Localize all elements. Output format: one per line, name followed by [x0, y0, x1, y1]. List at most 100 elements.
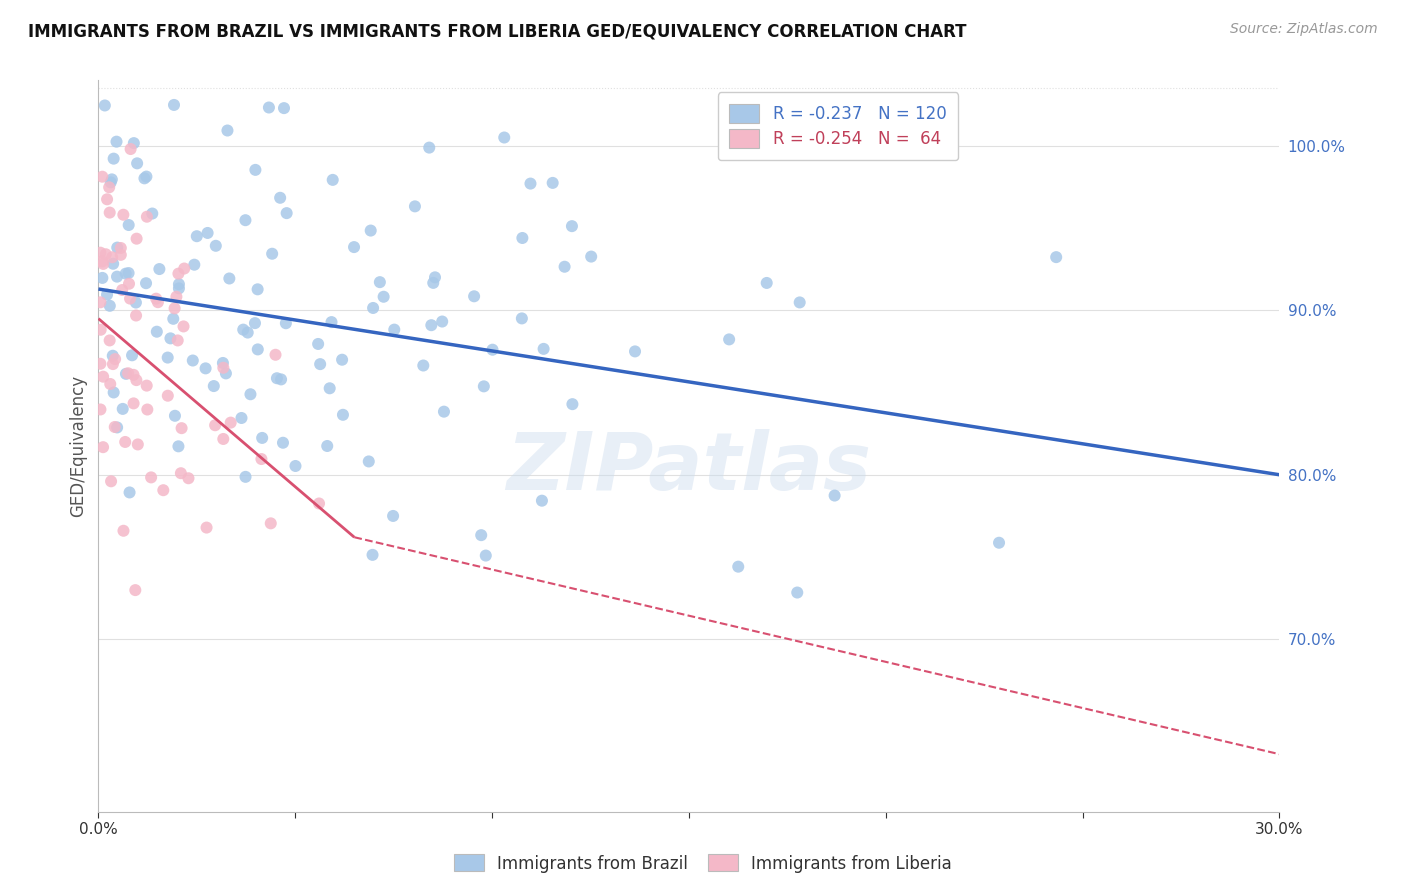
Point	[125, 309, 148, 323]
Point	[114, 434, 136, 449]
Point	[98, 180, 121, 194]
Point	[204, 239, 226, 253]
Point	[122, 396, 145, 410]
Point	[218, 271, 240, 285]
Point	[360, 223, 382, 237]
Point	[235, 470, 257, 484]
Point	[177, 471, 200, 485]
Point	[195, 520, 218, 534]
Point	[212, 356, 235, 370]
Point	[89, 295, 111, 310]
Point	[91, 440, 114, 454]
Point	[561, 219, 583, 234]
Point	[89, 245, 111, 260]
Point	[135, 210, 157, 224]
Point	[789, 295, 811, 310]
Point	[166, 334, 188, 348]
Point	[159, 331, 181, 345]
Point	[382, 508, 405, 523]
Point	[433, 404, 456, 418]
Point	[186, 229, 208, 244]
Point	[122, 136, 145, 150]
Point	[316, 439, 339, 453]
Point	[321, 315, 343, 329]
Point	[246, 282, 269, 296]
Point	[135, 276, 157, 290]
Point	[475, 549, 498, 563]
Point	[101, 257, 124, 271]
Point	[262, 246, 284, 260]
Point	[91, 369, 114, 384]
Point	[239, 387, 262, 401]
Point	[98, 299, 121, 313]
Point	[167, 281, 190, 295]
Point	[89, 402, 111, 417]
Point	[105, 135, 128, 149]
Point	[103, 152, 125, 166]
Point	[470, 528, 492, 542]
Point	[270, 372, 292, 386]
Point	[112, 524, 135, 538]
Point	[533, 342, 555, 356]
Point	[727, 559, 749, 574]
Point	[988, 535, 1011, 549]
Point	[530, 493, 553, 508]
Point	[146, 325, 169, 339]
Point	[236, 326, 259, 340]
Text: ZIPatlas: ZIPatlas	[506, 429, 872, 507]
Point	[110, 241, 132, 255]
Point	[104, 420, 127, 434]
Point	[120, 142, 142, 156]
Point	[152, 483, 174, 498]
Point	[100, 475, 122, 489]
Point	[1045, 250, 1067, 264]
Point	[481, 343, 503, 357]
Point	[510, 311, 533, 326]
Point	[554, 260, 576, 274]
Point	[127, 156, 149, 170]
Point	[579, 250, 602, 264]
Point	[139, 470, 162, 484]
Point	[91, 271, 114, 285]
Point	[561, 397, 583, 411]
Point	[127, 437, 149, 451]
Point	[145, 292, 167, 306]
Point	[269, 191, 291, 205]
Point	[90, 323, 112, 337]
Point	[382, 323, 405, 337]
Point	[472, 379, 495, 393]
Point	[118, 292, 141, 306]
Point	[170, 467, 193, 481]
Point	[373, 290, 395, 304]
Point	[284, 458, 307, 473]
Point	[418, 140, 440, 154]
Point	[98, 376, 121, 391]
Point	[519, 177, 541, 191]
Point	[167, 439, 190, 453]
Point	[101, 357, 124, 371]
Point	[94, 98, 117, 112]
Point	[232, 323, 254, 337]
Point	[117, 266, 139, 280]
Point	[307, 337, 329, 351]
Point	[105, 241, 128, 255]
Point	[165, 290, 187, 304]
Point	[273, 101, 295, 115]
Point	[250, 431, 273, 445]
Point	[96, 192, 118, 206]
Point	[135, 378, 157, 392]
Point	[243, 316, 266, 330]
Point	[755, 276, 778, 290]
Point	[718, 332, 741, 346]
Point	[105, 269, 128, 284]
Point	[125, 232, 148, 246]
Point	[343, 240, 366, 254]
Point	[824, 489, 846, 503]
Point	[183, 258, 205, 272]
Point	[170, 421, 193, 435]
Point	[162, 311, 184, 326]
Point	[404, 199, 426, 213]
Point	[512, 231, 534, 245]
Point	[111, 283, 134, 297]
Point	[330, 352, 353, 367]
